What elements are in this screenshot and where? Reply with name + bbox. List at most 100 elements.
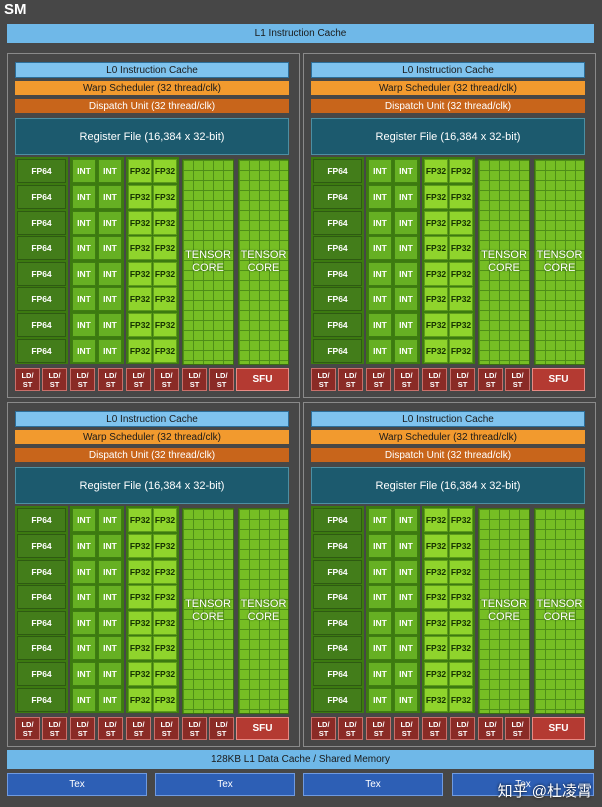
ld-st-unit: LD/ ST xyxy=(478,368,503,391)
texture-unit: Tex xyxy=(7,773,147,796)
ld-st-unit: LD/ ST xyxy=(126,368,151,391)
int-unit: INT xyxy=(72,585,96,609)
processing-partition: L0 Instruction Cache Warp Scheduler (32 t… xyxy=(7,53,300,398)
fp32-unit: FP32 xyxy=(424,560,448,584)
int-unit: INT xyxy=(368,211,392,235)
fp32-unit: FP32 xyxy=(449,560,473,584)
fp32-unit: FP32 xyxy=(424,185,448,209)
int-unit: INT xyxy=(394,339,418,363)
int-unit: INT xyxy=(394,159,418,183)
fp32-unit: FP32 xyxy=(153,236,177,260)
tensor-core: TENSOR CORE xyxy=(182,508,234,714)
tensor-core: TENSOR CORE xyxy=(478,508,530,714)
ld-st-unit: LD/ ST xyxy=(209,717,234,740)
fp64-unit: FP64 xyxy=(17,585,66,609)
sm-title: SM xyxy=(4,1,27,18)
ld-st-unit: LD/ ST xyxy=(15,717,40,740)
tensor-core: TENSOR CORE xyxy=(534,159,585,365)
int-unit: INT xyxy=(394,560,418,584)
fp32-unit: FP32 xyxy=(424,262,448,286)
int-unit: INT xyxy=(368,339,392,363)
sfu-unit: SFU xyxy=(532,368,585,391)
fp32-unit: FP32 xyxy=(424,534,448,558)
fp32-unit: FP32 xyxy=(449,688,473,712)
l1-data-cache-shared-memory: 128KB L1 Data Cache / Shared Memory xyxy=(7,750,594,769)
ld-st-unit: LD/ ST xyxy=(70,368,95,391)
int-unit: INT xyxy=(368,636,392,660)
fp64-unit: FP64 xyxy=(17,508,66,532)
tensor-core: TENSOR CORE xyxy=(534,508,585,714)
fp32-unit: FP32 xyxy=(424,662,448,686)
fp32-unit: FP32 xyxy=(424,688,448,712)
ld-st-unit: LD/ ST xyxy=(15,368,40,391)
fp32-unit: FP32 xyxy=(153,688,177,712)
int-unit: INT xyxy=(368,185,392,209)
tensor-core-label: TENSOR CORE xyxy=(185,249,231,274)
fp64-unit: FP64 xyxy=(17,339,66,363)
processing-partition: L0 Instruction Cache Warp Scheduler (32 t… xyxy=(303,53,596,398)
fp32-unit: FP32 xyxy=(128,185,152,209)
ld-st-unit: LD/ ST xyxy=(182,368,207,391)
int-unit: INT xyxy=(368,508,392,532)
fp32-unit: FP32 xyxy=(128,339,152,363)
fp64-unit: FP64 xyxy=(313,185,362,209)
fp32-unit: FP32 xyxy=(153,560,177,584)
fp32-unit: FP32 xyxy=(449,508,473,532)
fp32-unit: FP32 xyxy=(424,508,448,532)
fp64-unit: FP64 xyxy=(313,534,362,558)
ld-st-unit: LD/ ST xyxy=(154,368,179,391)
fp32-unit: FP32 xyxy=(153,313,177,337)
int-unit: INT xyxy=(394,313,418,337)
fp32-unit: FP32 xyxy=(128,636,152,660)
int-unit: INT xyxy=(72,159,96,183)
texture-unit: Tex xyxy=(155,773,295,796)
int-unit: INT xyxy=(98,287,122,311)
fp64-unit: FP64 xyxy=(313,560,362,584)
dispatch-unit: Dispatch Unit (32 thread/clk) xyxy=(15,448,289,462)
int-unit: INT xyxy=(394,287,418,311)
fp64-unit: FP64 xyxy=(313,339,362,363)
tensor-core-label: TENSOR CORE xyxy=(240,598,287,623)
fp64-unit: FP64 xyxy=(17,688,66,712)
ld-st-unit: LD/ ST xyxy=(450,368,475,391)
ld-st-unit: LD/ ST xyxy=(505,717,530,740)
int-unit: INT xyxy=(368,662,392,686)
ld-st-unit: LD/ ST xyxy=(478,717,503,740)
ld-st-unit: LD/ ST xyxy=(70,717,95,740)
int-unit: INT xyxy=(394,611,418,635)
fp64-unit: FP64 xyxy=(313,287,362,311)
warp-scheduler: Warp Scheduler (32 thread/clk) xyxy=(15,81,289,95)
register-file: Register File (16,384 x 32-bit) xyxy=(311,118,585,155)
dispatch-unit: Dispatch Unit (32 thread/clk) xyxy=(311,99,585,113)
tensor-core-label: TENSOR CORE xyxy=(481,598,527,623)
int-unit: INT xyxy=(98,585,122,609)
fp64-unit: FP64 xyxy=(17,611,66,635)
int-unit: INT xyxy=(394,636,418,660)
register-file: Register File (16,384 x 32-bit) xyxy=(15,118,289,155)
fp64-unit: FP64 xyxy=(17,313,66,337)
ld-st-unit: LD/ ST xyxy=(422,717,447,740)
watermark: 知乎 @杜凌霄 xyxy=(497,783,592,800)
fp32-unit: FP32 xyxy=(449,262,473,286)
int-unit: INT xyxy=(72,688,96,712)
ld-st-unit: LD/ ST xyxy=(42,717,67,740)
int-unit: INT xyxy=(368,313,392,337)
int-unit: INT xyxy=(72,662,96,686)
int-unit: INT xyxy=(72,211,96,235)
int-unit: INT xyxy=(98,185,122,209)
fp32-unit: FP32 xyxy=(449,585,473,609)
fp64-unit: FP64 xyxy=(17,287,66,311)
fp32-unit: FP32 xyxy=(128,688,152,712)
fp32-unit: FP32 xyxy=(128,211,152,235)
fp32-unit: FP32 xyxy=(449,636,473,660)
fp64-unit: FP64 xyxy=(313,585,362,609)
int-unit: INT xyxy=(72,287,96,311)
ld-st-unit: LD/ ST xyxy=(98,717,123,740)
int-unit: INT xyxy=(72,313,96,337)
dispatch-unit: Dispatch Unit (32 thread/clk) xyxy=(311,448,585,462)
ld-st-unit: LD/ ST xyxy=(311,717,336,740)
fp32-unit: FP32 xyxy=(424,636,448,660)
int-unit: INT xyxy=(98,211,122,235)
ld-st-unit: LD/ ST xyxy=(366,717,391,740)
fp32-unit: FP32 xyxy=(153,662,177,686)
